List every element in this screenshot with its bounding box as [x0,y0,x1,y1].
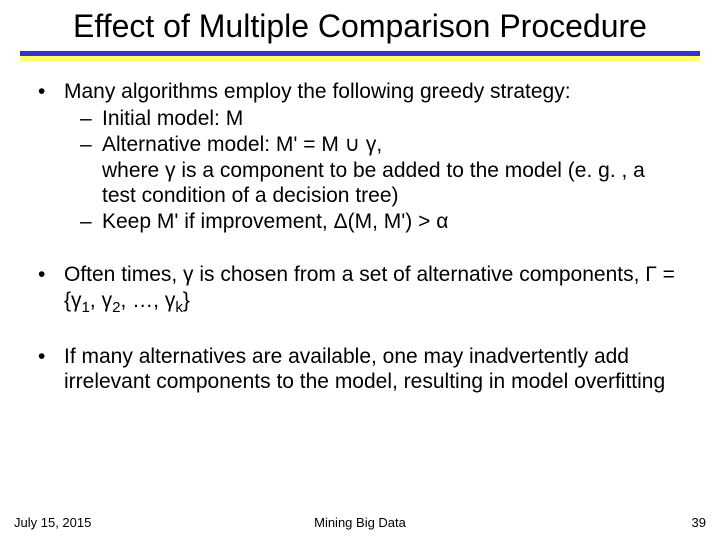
footer-page-number: 39 [692,515,706,530]
bullet-dash: – [80,132,102,209]
spacer [38,316,682,344]
bullet-text: Often times, γ is chosen from a set of a… [64,262,682,313]
bullet-text: If many alternatives are available, one … [64,344,682,395]
bullet-item: • Many algorithms employ the following g… [38,79,682,105]
slide-body: • Many algorithms employ the following g… [0,61,720,395]
bullet-text: Many algorithms employ the following gre… [64,79,682,105]
bullet-item: – Initial model: M [38,106,682,132]
bullet-text: Initial model: M [102,106,682,132]
bullet-item: • If many alternatives are available, on… [38,344,682,395]
bullet-dot: • [38,344,64,395]
footer-title: Mining Big Data [0,515,720,530]
title-rule [0,51,720,61]
bullet-item: – Alternative model: M' = M ∪ γ,where γ … [38,132,682,209]
bullet-text: Alternative model: M' = M ∪ γ,where γ is… [102,132,682,209]
bullet-item: • Often times, γ is chosen from a set of… [38,262,682,313]
bullet-dash: – [80,106,102,132]
bullet-item: – Keep M' if improvement, Δ(M, M') > α [38,209,682,235]
bullet-text: Keep M' if improvement, Δ(M, M') > α [102,209,682,235]
bullet-dash: – [80,209,102,235]
spacer [38,234,682,262]
bullet-dot: • [38,79,64,105]
slide-title: Effect of Multiple Comparison Procedure [0,0,720,51]
bullet-dot: • [38,262,64,313]
